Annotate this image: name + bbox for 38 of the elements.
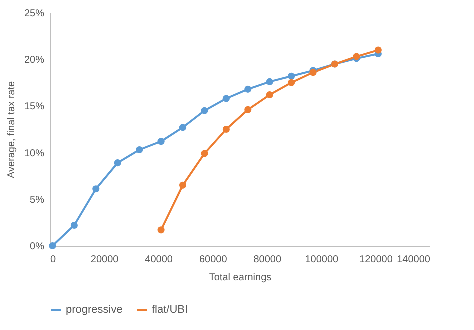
x-tick-label: 20000 [90,254,120,266]
y-tick-label: 15% [24,102,45,113]
x-tick-label: 60000 [199,254,228,266]
y-tick-label: 20% [24,55,45,66]
legend-label: progressive [66,304,123,316]
x-tick-label: 100000 [305,254,340,266]
y-axis-title: Average, final tax rate [6,81,18,179]
legend-label: flat/UBI [152,304,188,316]
x-tick-label: 40000 [145,254,174,266]
y-tick-label: 10% [24,148,45,160]
y-tick-label: 25% [24,8,45,20]
point [92,186,100,193]
x-tick-label: 120000 [360,254,394,266]
y-tick-label: 0% [30,242,45,252]
point [288,79,296,86]
point [244,86,252,93]
point [266,91,274,99]
x-axis-title: Total earnings [209,272,272,284]
point [158,138,165,146]
point [288,72,296,80]
point [179,182,187,189]
x-tick-label: 0 [50,254,56,266]
x-tick-label: 140000 [397,254,431,266]
point [222,95,230,102]
point [49,242,56,250]
point [70,222,78,230]
x-tick-label: 80000 [254,254,282,266]
point [114,160,122,167]
point [201,107,208,114]
point [158,226,165,234]
point [374,46,382,54]
point [222,126,230,134]
point [136,146,144,154]
point [266,78,274,86]
y-tick-label: 5% [30,194,45,206]
point [179,124,187,132]
point [201,150,208,158]
point [244,106,252,114]
